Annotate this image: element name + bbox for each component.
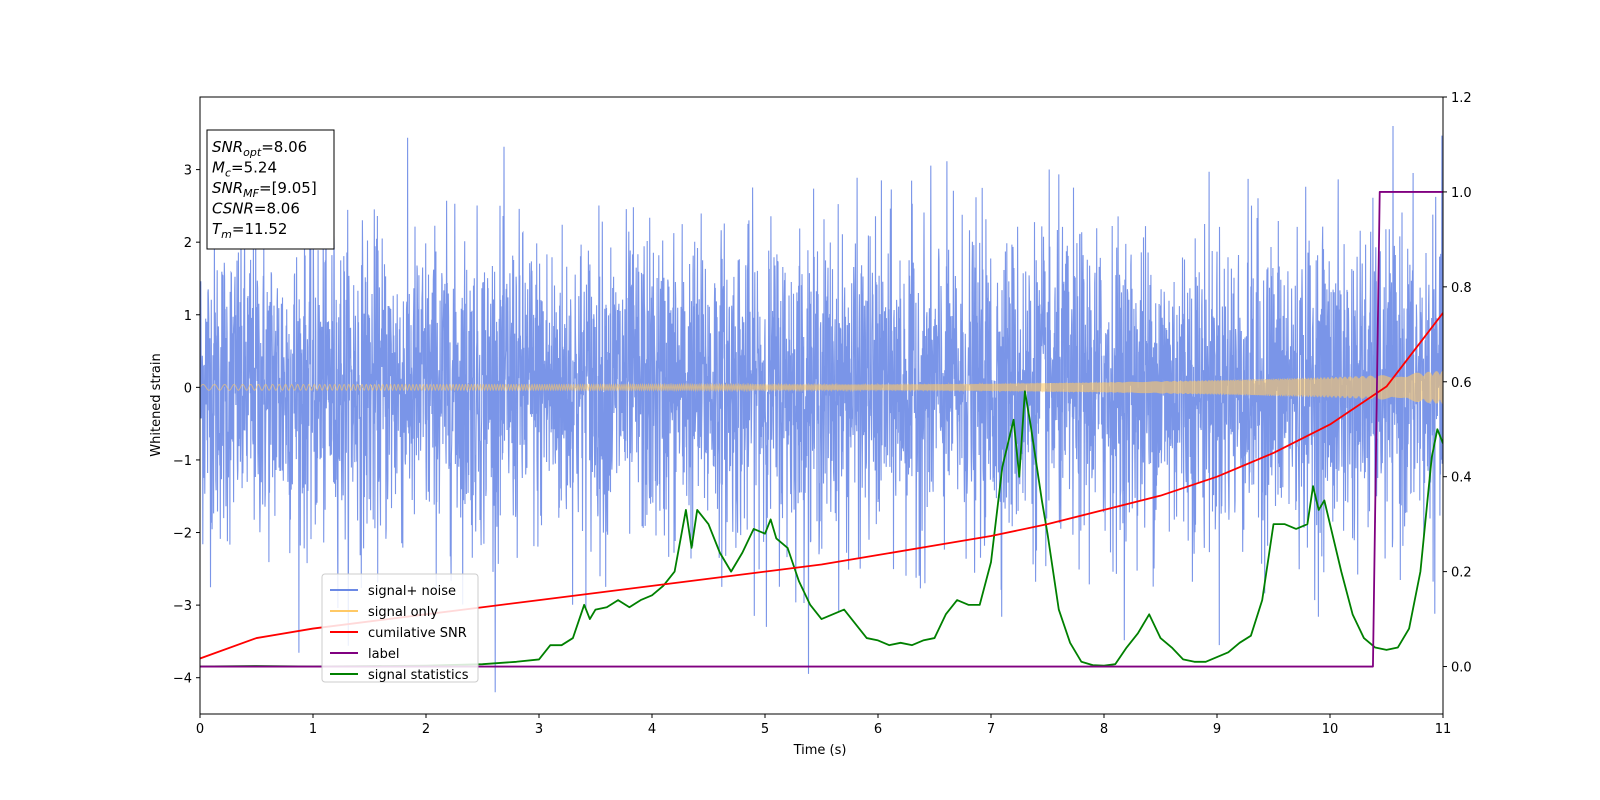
info-symbol: CSNR — [212, 200, 254, 218]
y-right-tick-label: 0.4 — [1451, 471, 1472, 486]
legend-label: label — [368, 647, 399, 662]
legend-label: signal statistics — [368, 668, 469, 683]
y-right-tick-label: 1.2 — [1451, 91, 1472, 106]
x-tick-label: 8 — [1100, 722, 1108, 737]
info-line: SNRMF=[9.05] — [212, 179, 317, 200]
series-signal-only — [200, 370, 1443, 405]
info-subscript: m — [221, 228, 232, 241]
series-signal-statistics — [200, 390, 1443, 668]
x-tick-label: 6 — [874, 722, 882, 737]
info-value: =5.24 — [231, 159, 277, 177]
y-axis-right: 1.2 1.0 0.8 0.6 0.4 0.2 0.0 — [1443, 91, 1472, 676]
info-subscript: opt — [243, 146, 262, 159]
info-line: Tm=11.52 — [212, 220, 287, 241]
x-tick-label: 3 — [535, 722, 543, 737]
y-right-tick-label: 0.8 — [1451, 281, 1472, 296]
x-tick-label: 1 — [309, 722, 317, 737]
y-left-tick-label: 2 — [184, 236, 192, 251]
x-tick-label: 0 — [196, 722, 204, 737]
x-tick-label: 5 — [761, 722, 769, 737]
y-left-tick-label: −2 — [173, 527, 192, 542]
axes-frame — [199, 96, 1444, 715]
info-value: =11.52 — [232, 220, 288, 238]
info-box: SNRopt=8.06Mc=5.24SNRMF=[9.05]CSNR=8.06T… — [206, 129, 335, 250]
info-symbol: T — [212, 220, 223, 238]
info-box-frame — [206, 129, 335, 250]
info-symbol: SNR — [212, 179, 243, 197]
x-tick-label: 10 — [1322, 722, 1339, 737]
info-symbol: M — [212, 159, 225, 177]
y-left-tick-label: −1 — [173, 454, 192, 469]
y-right-tick-label: 0.0 — [1451, 661, 1472, 676]
x-tick-label: 7 — [987, 722, 995, 737]
info-value: =[9.05] — [259, 179, 317, 197]
legend: signal+ noise signal only cumilative SNR la… — [321, 573, 479, 683]
x-tick-label: 11 — [1435, 722, 1452, 737]
y-right-tick-label: 0.2 — [1451, 566, 1472, 581]
info-line: CSNR=8.06 — [212, 200, 300, 218]
y-axis-left: 3 2 1 0 −1 −2 −3 −4 — [173, 164, 200, 687]
y-left-tick-label: 0 — [184, 381, 192, 396]
legend-frame — [321, 573, 479, 683]
legend-label: signal only — [368, 605, 438, 620]
series-label — [200, 191, 1443, 668]
y-left-tick-label: 3 — [184, 164, 192, 179]
y-left-tick-label: 1 — [184, 309, 192, 324]
info-line: Mc=5.24 — [212, 159, 277, 180]
y-axis-title: Whitened strain — [149, 353, 164, 456]
x-axis: 0 1 2 3 4 5 6 7 8 9 10 11 — [196, 714, 1451, 737]
legend-label: signal+ noise — [368, 584, 456, 599]
x-axis-title: Time (s) — [793, 743, 847, 758]
y-left-tick-label: −3 — [173, 599, 192, 614]
info-value: =8.06 — [261, 138, 307, 156]
x-tick-label: 4 — [648, 722, 656, 737]
legend-label: cumilative SNR — [368, 626, 467, 641]
info-symbol: SNR — [212, 138, 243, 156]
info-value: =8.06 — [254, 200, 300, 218]
y-right-tick-label: 1.0 — [1451, 186, 1472, 201]
x-tick-label: 2 — [422, 722, 430, 737]
info-line: SNRopt=8.06 — [212, 138, 307, 159]
info-subscript: c — [225, 167, 231, 180]
info-subscript: MF — [243, 187, 259, 200]
y-right-tick-label: 0.6 — [1451, 376, 1472, 391]
x-tick-label: 9 — [1213, 722, 1221, 737]
y-left-tick-label: −4 — [173, 672, 192, 687]
